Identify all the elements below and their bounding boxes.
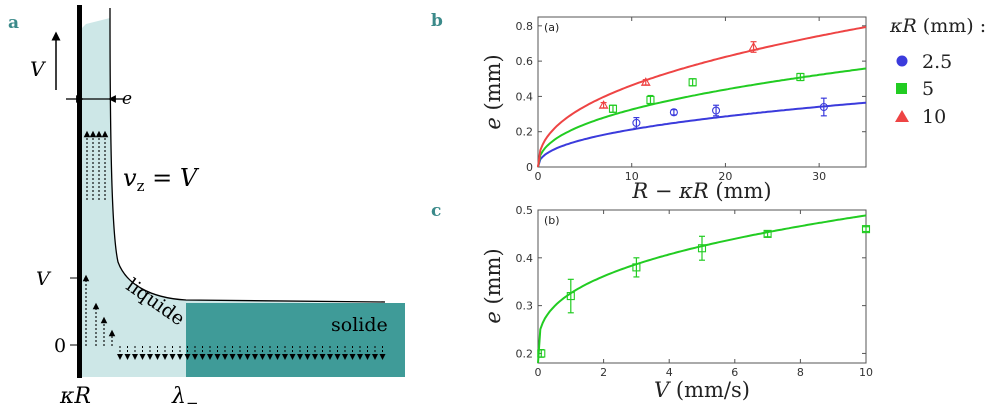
- y-tick-label: 0.4: [516, 252, 534, 265]
- data-point: [763, 229, 772, 238]
- x-tick-label: 4: [666, 366, 673, 379]
- plug-flow-arrows: [83, 130, 109, 200]
- x-tick-label: 20: [718, 170, 732, 183]
- fit-curve-5: [537, 67, 867, 168]
- data-point: [688, 78, 697, 87]
- y-tick-zero: 0: [54, 335, 66, 357]
- shear-flow-arrows: [82, 274, 116, 346]
- panel-label-a: a: [8, 13, 19, 33]
- chart-c-xlabel: V (mm/s): [654, 378, 750, 402]
- panel-label-b: b: [431, 11, 443, 31]
- chart-c-ylabel: e (mm): [481, 248, 505, 323]
- data-point: [819, 102, 828, 112]
- legend-marker-2.5: [896, 55, 908, 67]
- free-surface-curve: [109, 7, 386, 303]
- data-point: [646, 95, 655, 104]
- y-tick-label: 0.6: [516, 55, 534, 68]
- data-point: [566, 292, 575, 301]
- x-tick-label: 10: [625, 170, 639, 183]
- x-tick-label: 0: [535, 170, 542, 183]
- x-tick-label: 10: [859, 366, 873, 379]
- data-point: [712, 106, 721, 115]
- panel-label-c: c: [431, 201, 441, 221]
- data-point: [608, 104, 618, 113]
- chart-b-xlabel: R − κR (mm): [631, 179, 771, 203]
- data-point: [632, 118, 641, 127]
- solid-label: solide: [331, 314, 388, 336]
- data-point: [640, 77, 651, 86]
- x-tick-label: 6: [731, 366, 738, 379]
- legend-label-5: 5: [922, 78, 934, 100]
- chart-b-tag: (a): [544, 21, 559, 34]
- x-tick-label: 30: [812, 170, 826, 183]
- x-tick-label: 8: [797, 366, 804, 379]
- data-point: [537, 349, 546, 358]
- chart-b-frame: [537, 16, 867, 168]
- solid-region: [186, 303, 405, 377]
- y-tick-label: 0.2: [516, 347, 534, 360]
- chart-b-ylabel: e (mm): [481, 54, 505, 129]
- fit-curve-10: [537, 26, 867, 168]
- x-label-lambda: λ−: [171, 384, 199, 412]
- data-point: [861, 225, 871, 234]
- data-point: [796, 72, 805, 82]
- chart-b-marks: 0 10 20 30 0 0.2 0.4 0.6 0.8: [516, 17, 867, 183]
- data-point: [669, 108, 678, 117]
- schematic-panel: a V e vz = V V 0: [8, 5, 405, 412]
- legend-label-2.5: 2.5: [922, 51, 952, 73]
- data-point: [632, 263, 641, 272]
- fit-curve-2.5: [537, 101, 867, 168]
- legend-title: κR (mm) :: [889, 15, 986, 37]
- solid-flow-arrows: [117, 346, 386, 360]
- x-tick-label: 2: [600, 366, 607, 379]
- y-tick-label: 0.8: [516, 20, 534, 33]
- legend-marker-5: [896, 83, 907, 94]
- moving-wall: [77, 5, 82, 378]
- velocity-label: V: [30, 57, 47, 81]
- y-tick-label: 0: [526, 161, 533, 174]
- y-tick-label: 0.5: [516, 204, 534, 217]
- data-point: [697, 244, 707, 253]
- data-point: [748, 41, 759, 51]
- chart-c-marks: 0 2 4 6 8 10 0.2 0.3 0.4 0.5: [516, 204, 874, 379]
- chart-c-tag: (b): [544, 214, 560, 227]
- y-tick-label: 0.2: [516, 126, 534, 139]
- thickness-label: e: [122, 89, 132, 109]
- legend: κR (mm) : 2.5 5 10: [889, 15, 986, 128]
- data-point: [598, 100, 609, 109]
- y-tick-v: V: [36, 268, 52, 290]
- chart-c: c (b) 0 2 4 6 8 10 0.2 0.3 0.4 0.5 e (mm) V (mm/s…: [431, 201, 873, 402]
- x-label-kr: κR: [59, 384, 91, 409]
- legend-label-10: 10: [922, 106, 946, 128]
- vz-label: vz = V: [123, 164, 200, 195]
- chart-b: b (a) 0 10 20 30 0 0.2 0.4 0.6 0.8 e (mm) R − κR…: [431, 11, 867, 203]
- y-tick-label: 0.3: [516, 300, 534, 313]
- x-tick-label: 0: [535, 366, 542, 379]
- y-tick-label: 0.4: [516, 90, 534, 103]
- legend-marker-10: [895, 110, 909, 122]
- chart-c-frame: [537, 209, 867, 364]
